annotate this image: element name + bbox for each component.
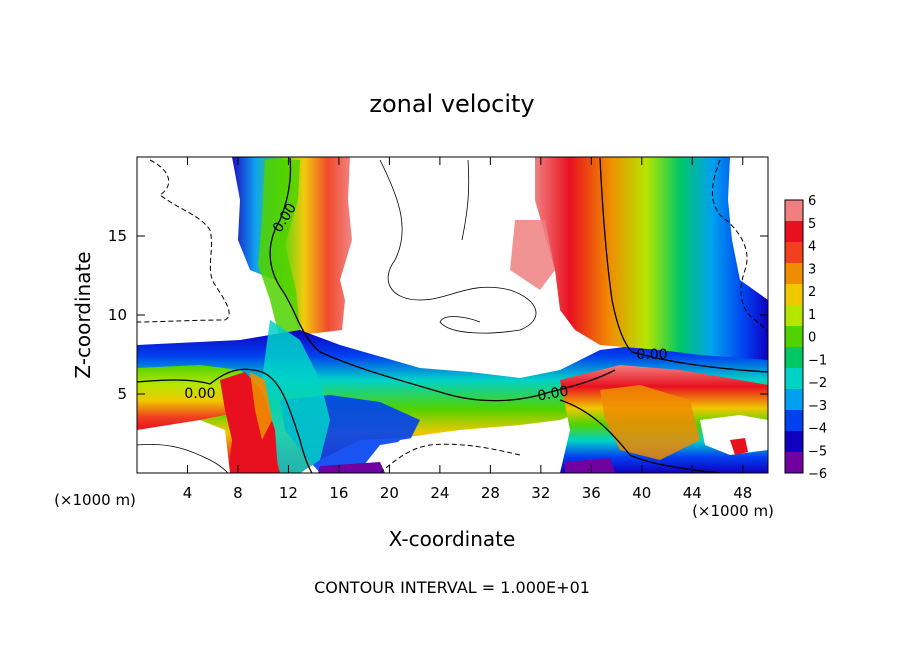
colorbar-tick-label: 1 bbox=[808, 308, 816, 323]
left-jet-core bbox=[258, 160, 300, 340]
contour-label: 0.00 bbox=[536, 383, 569, 404]
colorbar-tick-label: −4 bbox=[808, 422, 827, 437]
colorbar-swatch bbox=[785, 431, 803, 453]
left-jet-band bbox=[232, 157, 352, 335]
colorbar-tick-label: 5 bbox=[808, 217, 816, 232]
lower-white-gap-center bbox=[380, 432, 560, 473]
y-tick-label: 10 bbox=[108, 306, 127, 324]
colorbar-tick-label: 6 bbox=[808, 194, 816, 209]
contour-label: 0.00 bbox=[636, 347, 667, 363]
colorbar-swatch bbox=[785, 221, 803, 243]
lower-right-warm-patch bbox=[600, 385, 700, 460]
colorbar-tick-label: 2 bbox=[808, 285, 816, 300]
x-tick-label: 44 bbox=[683, 484, 702, 502]
contour-thin-center-right bbox=[461, 159, 470, 241]
y-tick-label: 15 bbox=[108, 227, 127, 245]
colorbar-frame bbox=[784, 199, 804, 474]
colorbar-tick-label: 3 bbox=[808, 262, 816, 277]
y-axis-label: Z-coordinate bbox=[71, 251, 95, 378]
y-tick-label: 5 bbox=[117, 385, 127, 403]
lower-white-gap-left bbox=[137, 420, 230, 473]
x-tick-label: 16 bbox=[329, 484, 348, 502]
chart-title: zonal velocity bbox=[369, 90, 534, 118]
contour-dashed-upper-right bbox=[712, 159, 768, 333]
contour-zero-lower-right bbox=[559, 399, 721, 473]
x-tick-label: 36 bbox=[582, 484, 601, 502]
contour-zero-left-upper bbox=[269, 157, 616, 402]
x-tick-label: 32 bbox=[531, 484, 550, 502]
contour-zero-right bbox=[599, 157, 768, 373]
contour-label: 0.00 bbox=[184, 386, 215, 402]
x-unit-label-right: (×1000 m) bbox=[692, 502, 774, 520]
x-tick-label: 28 bbox=[481, 484, 500, 502]
x-tick-label: 20 bbox=[380, 484, 399, 502]
contour-dashed-bottom bbox=[379, 443, 521, 473]
colorbar-tick-label: 4 bbox=[808, 240, 816, 255]
bottom-purple-fringe bbox=[318, 462, 385, 473]
bottom-purple-fringe-right bbox=[565, 458, 615, 473]
x-tick-label: 24 bbox=[430, 484, 449, 502]
velocity-field bbox=[137, 157, 768, 473]
lower-cyan-region bbox=[262, 320, 330, 473]
contour-dashed-upper-left bbox=[137, 159, 230, 323]
colorbar-swatch bbox=[785, 326, 803, 348]
colorbar-tick-label: −2 bbox=[808, 376, 827, 391]
colorbar-swatch bbox=[785, 200, 803, 222]
colorbar-tick-label: −5 bbox=[808, 444, 827, 459]
x-tick-label: 4 bbox=[183, 484, 193, 502]
x-tick-label: 40 bbox=[632, 484, 651, 502]
colorbar: 6 5 4 3 2 1 0 −1 −2 −3 −4 −5 −6 bbox=[784, 194, 827, 482]
contour-thin-bottom-left bbox=[137, 443, 229, 473]
right-jet-pink-halo bbox=[510, 220, 555, 290]
colorbar-tick-label: −1 bbox=[808, 353, 827, 368]
contour-zero-left bbox=[137, 368, 313, 473]
contour-thin-center bbox=[379, 159, 537, 334]
colorbar-swatch bbox=[785, 368, 803, 390]
colorbar-swatch bbox=[785, 410, 803, 432]
x-axis-label: X-coordinate bbox=[389, 527, 516, 551]
colorbar-tick-label: 0 bbox=[808, 331, 816, 346]
x-axis: 4 8 12 16 20 24 28 32 36 40 44 48 bbox=[183, 157, 752, 502]
colorbar-swatch bbox=[785, 242, 803, 264]
contour-interval-footer: CONTOUR INTERVAL = 1.000E+01 bbox=[314, 578, 590, 597]
x-tick-label: 12 bbox=[279, 484, 298, 502]
x-tick-label: 8 bbox=[233, 484, 243, 502]
colorbar-swatch bbox=[785, 305, 803, 327]
bottom-red-patch-right bbox=[730, 438, 748, 455]
colorbar-swatch bbox=[785, 347, 803, 369]
colorbar-swatch bbox=[785, 452, 803, 474]
x-unit-label-left: (×1000 m) bbox=[54, 491, 136, 509]
colorbar-tick-label: −6 bbox=[808, 467, 827, 482]
lower-red-streak-b bbox=[250, 372, 272, 440]
right-jet-band bbox=[535, 157, 768, 360]
x-tick-label: 48 bbox=[733, 484, 752, 502]
lower-right-white-gap bbox=[700, 415, 768, 455]
colorbar-tick-label: −3 bbox=[808, 399, 827, 414]
y-axis: 5 10 15 bbox=[108, 227, 768, 403]
colorbar-swatch bbox=[785, 284, 803, 306]
colorbar-swatch bbox=[785, 263, 803, 285]
colorbar-swatch bbox=[785, 389, 803, 411]
